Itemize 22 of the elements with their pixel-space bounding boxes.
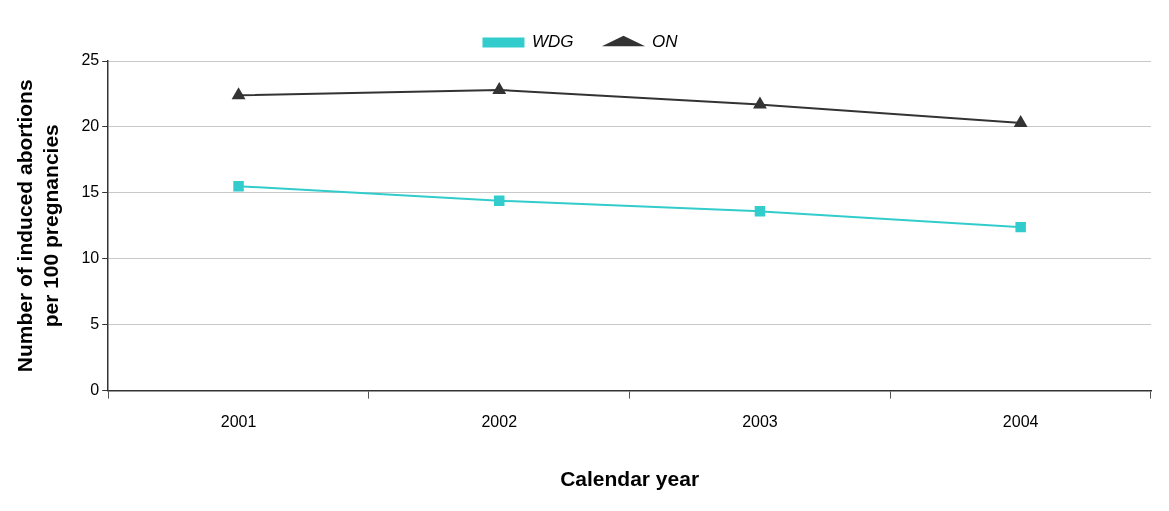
x-tick-label: 2002: [481, 412, 518, 430]
x-tick-label: 2004: [1002, 412, 1039, 430]
point: [493, 83, 506, 95]
y-tick-label: 20: [81, 117, 100, 135]
x-tick-label: 2001: [220, 412, 257, 430]
point: [232, 88, 245, 100]
legend-label: WDG: [531, 32, 574, 52]
x-axis-title: Calendar year: [560, 467, 700, 491]
point: [1014, 115, 1027, 127]
y-tick-label: 25: [81, 51, 100, 69]
point: [233, 181, 244, 192]
point: [753, 97, 767, 109]
y-tick-label: 10: [81, 249, 100, 267]
y-axis-title: Number of induced abortions per 100 pregnancies: [13, 79, 62, 373]
x-tick-label: 2003: [742, 412, 778, 430]
legend-label: ON: [652, 32, 679, 52]
point: [494, 195, 505, 206]
y-tick-label: 5: [90, 315, 100, 333]
point: [754, 206, 766, 217]
y-tick-label: 15: [81, 183, 100, 201]
y-tick-label: 0: [90, 381, 100, 399]
point: [1015, 221, 1026, 233]
